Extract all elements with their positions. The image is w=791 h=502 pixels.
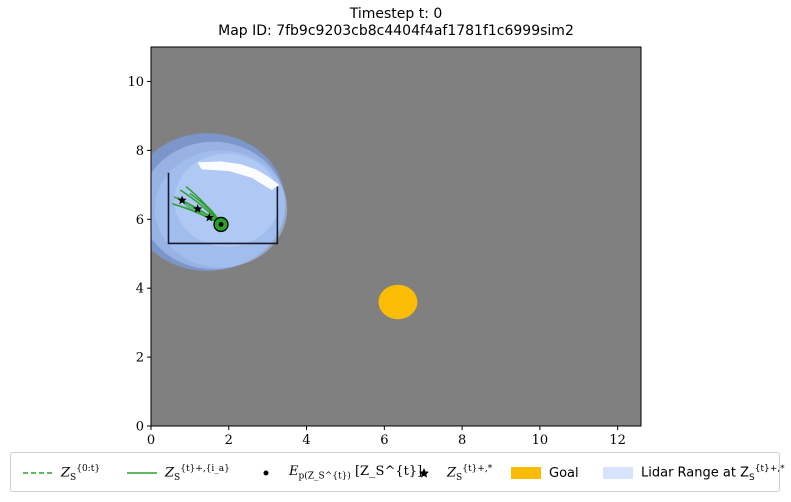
goal-swatch bbox=[511, 467, 541, 479]
x-tick-label: 0 bbox=[147, 433, 155, 448]
x-tick-label: 10 bbox=[532, 433, 549, 448]
dashed-line-swatch bbox=[23, 472, 53, 474]
legend-label-past: ZS{0:t} bbox=[61, 463, 101, 483]
x-tick-label: 12 bbox=[609, 433, 626, 448]
dot-swatch bbox=[263, 470, 269, 476]
chart-title: Timestep t: 0 Map ID: 7fb9c9203cb8c4404f… bbox=[151, 6, 641, 40]
legend-item-lidar: Lidar Range at ZS{t}+,* bbox=[603, 453, 785, 493]
legend-label-lidar: Lidar Range at ZS{t}+,* bbox=[641, 463, 785, 483]
y-tick-label: 2 bbox=[136, 351, 144, 366]
legend-item-expected-state: Ep(Z_S^{t}) [Z_S^{t}] bbox=[251, 453, 422, 493]
legend-label-expected: Ep(Z_S^{t}) [Z_S^{t}] bbox=[289, 464, 423, 482]
title-line-1: Timestep t: 0 bbox=[349, 6, 443, 22]
title-line-2: Map ID: 7fb9c9203cb8c4404f4af1781f1c6999… bbox=[218, 23, 574, 39]
y-axis: 0 2 4 6 8 10 bbox=[127, 75, 151, 435]
plot-area bbox=[151, 133, 418, 320]
best-trajectory-star bbox=[193, 204, 203, 213]
legend-item-goal: Goal bbox=[511, 453, 579, 493]
solid-line-swatch bbox=[127, 472, 157, 474]
y-tick-label: 8 bbox=[136, 144, 144, 159]
legend-item-past-trajectory: ZS{0:t} bbox=[23, 453, 100, 493]
goal-region bbox=[378, 284, 418, 320]
legend: ZS{0:t} ZS{t}+,{i_a} Ep(Z_S^{t}) [Z_S^{t… bbox=[10, 452, 785, 493]
y-tick-label: 0 bbox=[136, 420, 144, 435]
y-tick-label: 10 bbox=[127, 75, 144, 90]
legend-label-goal: Goal bbox=[549, 465, 579, 481]
legend-label-best: ZS{t}+,* bbox=[447, 463, 493, 483]
expected-state-dot bbox=[218, 222, 224, 227]
best-trajectory-star bbox=[177, 195, 187, 205]
y-tick-label: 4 bbox=[136, 282, 144, 297]
x-tick-label: 6 bbox=[380, 433, 388, 448]
x-tick-label: 2 bbox=[225, 433, 233, 448]
y-tick-label: 6 bbox=[136, 213, 144, 228]
obstacle-box bbox=[167, 172, 279, 245]
observed-free-space bbox=[197, 161, 280, 190]
legend-item-best-trajectory: ZS{t}+,* bbox=[409, 453, 492, 493]
legend-label-predicted: ZS{t}+,{i_a} bbox=[165, 463, 230, 483]
x-axis: 0 2 4 6 8 10 12 bbox=[147, 426, 626, 448]
lidar-swatch bbox=[603, 467, 633, 479]
plot-frame bbox=[150, 46, 642, 427]
x-tick-label: 4 bbox=[302, 433, 310, 448]
best-trajectory-star bbox=[204, 212, 214, 222]
star-swatch bbox=[419, 468, 429, 478]
legend-item-predicted-trajectories: ZS{t}+,{i_a} bbox=[127, 453, 230, 493]
x-tick-label: 8 bbox=[458, 433, 466, 448]
